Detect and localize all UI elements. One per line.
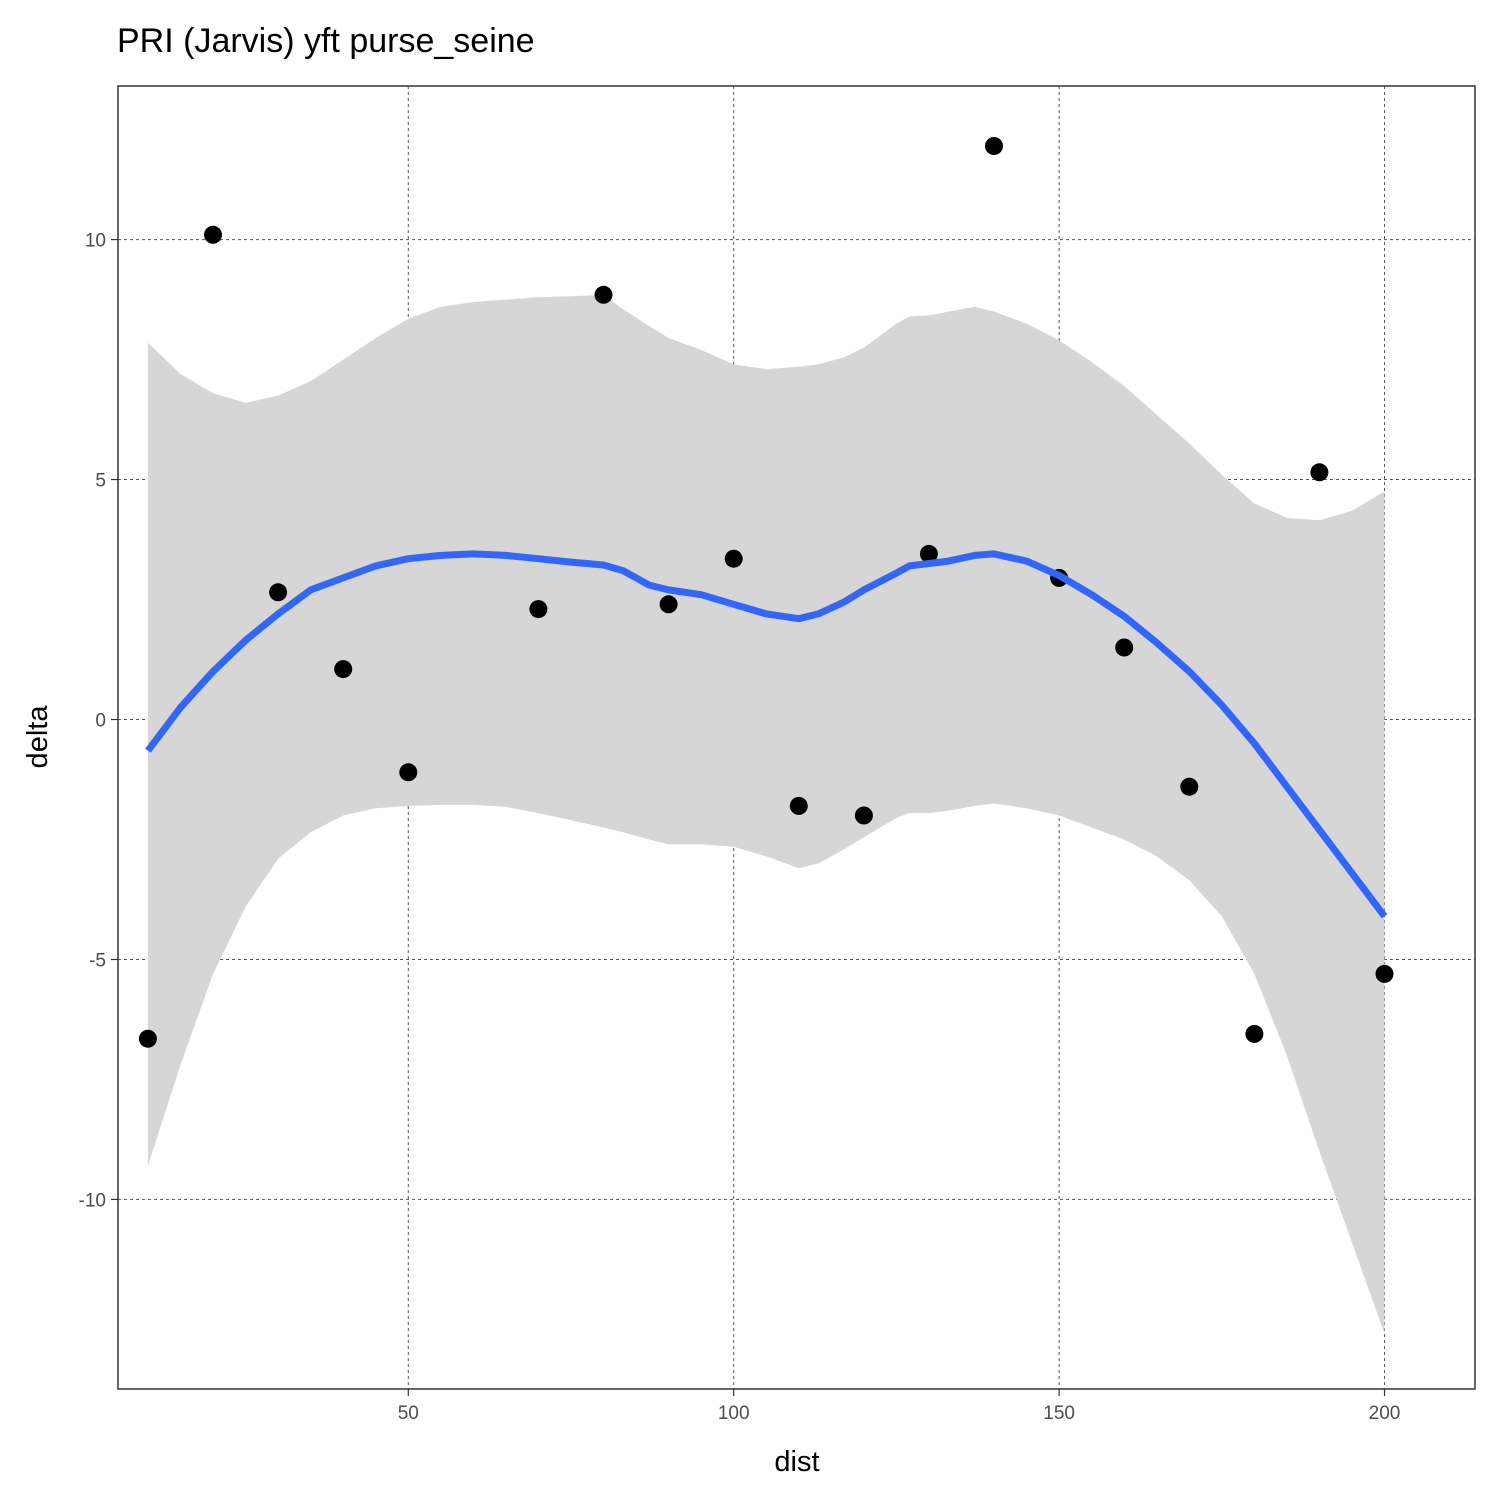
x-tick-label: 100: [718, 1403, 750, 1424]
panel-border: [117, 85, 1476, 1390]
data-point: [138, 1029, 157, 1048]
y-tick-label: -10: [79, 1190, 106, 1211]
data-point: [399, 763, 418, 782]
data-point: [269, 583, 288, 602]
data-point: [724, 549, 743, 568]
smooth-line-layer: [145, 550, 1388, 919]
y-axis-title: delta: [22, 705, 54, 769]
data-point: [1115, 638, 1134, 657]
data-point: [854, 806, 873, 825]
data-point: [204, 225, 222, 244]
data-point: [1180, 777, 1199, 796]
data-point: [659, 595, 678, 614]
data-point: [334, 660, 353, 679]
point-layer: [138, 137, 1394, 1048]
x-tick-label: 150: [1043, 1403, 1075, 1424]
confidence-band: [147, 294, 1385, 1334]
y-tick-label: 5: [95, 471, 106, 492]
chart-title: PRI (Jarvis) yft purse_seine: [117, 22, 535, 60]
smooth-line: [145, 550, 1388, 919]
data-point: [1375, 964, 1394, 983]
data-point: [1245, 1024, 1264, 1043]
confidence-band-layer: [147, 294, 1385, 1334]
data-point: [985, 137, 1003, 155]
x-tick-label: 200: [1369, 1403, 1401, 1424]
data-point: [789, 796, 808, 815]
x-tick-label: 50: [398, 1403, 419, 1424]
data-point: [529, 600, 548, 619]
data-point: [919, 544, 938, 563]
y-tick-label: 10: [85, 231, 106, 252]
tick-layer: 50 100 150 200 -10 -5 0 5 10: [79, 231, 1401, 1424]
y-tick-label: -5: [89, 950, 106, 971]
x-axis-title: dist: [774, 1446, 819, 1478]
data-point: [594, 285, 613, 304]
data-point: [1310, 463, 1329, 482]
y-tick-label: 0: [95, 711, 106, 732]
